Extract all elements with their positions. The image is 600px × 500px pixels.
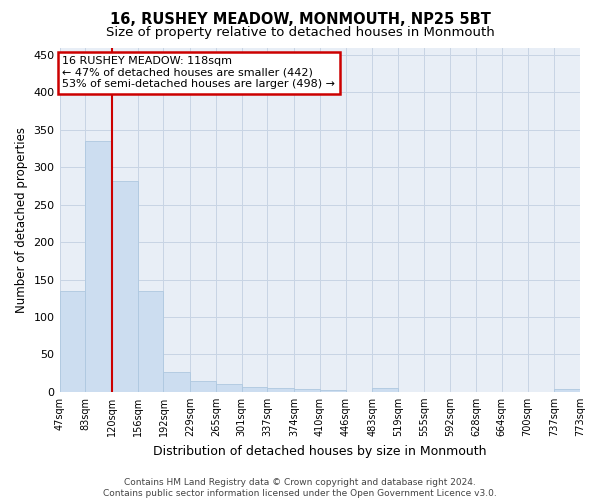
- Text: Contains HM Land Registry data © Crown copyright and database right 2024.
Contai: Contains HM Land Registry data © Crown c…: [103, 478, 497, 498]
- Bar: [242, 388, 268, 392]
- Y-axis label: Number of detached properties: Number of detached properties: [15, 126, 28, 312]
- Bar: [137, 291, 163, 392]
- Text: 16, RUSHEY MEADOW, MONMOUTH, NP25 5BT: 16, RUSHEY MEADOW, MONMOUTH, NP25 5BT: [110, 12, 490, 28]
- Bar: [372, 388, 398, 392]
- Bar: [268, 388, 294, 392]
- Text: 16 RUSHEY MEADOW: 118sqm
← 47% of detached houses are smaller (442)
53% of semi-: 16 RUSHEY MEADOW: 118sqm ← 47% of detach…: [62, 56, 335, 90]
- Bar: [294, 389, 320, 392]
- Bar: [163, 372, 190, 392]
- Bar: [320, 390, 346, 392]
- Bar: [59, 291, 85, 392]
- X-axis label: Distribution of detached houses by size in Monmouth: Distribution of detached houses by size …: [153, 444, 487, 458]
- Bar: [190, 380, 216, 392]
- Bar: [554, 389, 580, 392]
- Text: Size of property relative to detached houses in Monmouth: Size of property relative to detached ho…: [106, 26, 494, 39]
- Bar: [216, 384, 242, 392]
- Bar: [112, 180, 137, 392]
- Bar: [85, 141, 112, 392]
